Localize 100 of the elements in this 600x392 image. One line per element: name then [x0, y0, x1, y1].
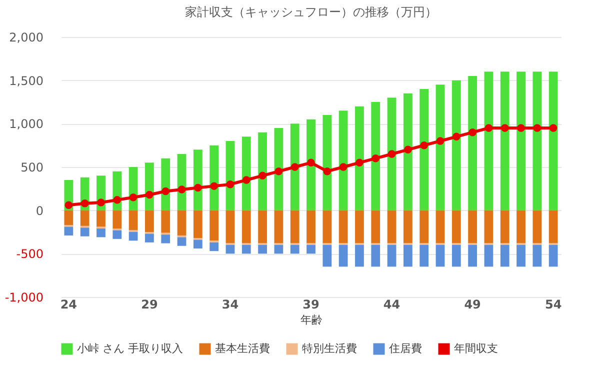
- bar: [193, 240, 202, 248]
- bar: [80, 210, 90, 226]
- point: [356, 158, 364, 167]
- bar: [420, 210, 429, 244]
- point: [129, 193, 138, 202]
- bar: [532, 72, 542, 210]
- point: [194, 184, 202, 192]
- bar: [338, 245, 348, 267]
- bar: [452, 245, 461, 267]
- bar: [371, 102, 380, 210]
- bar: [64, 226, 74, 236]
- bar: [306, 119, 316, 210]
- legend-label: 特別生活費: [302, 342, 357, 355]
- bar: [548, 245, 558, 267]
- y-tick-label: 2,000: [9, 30, 44, 44]
- bar: [516, 210, 526, 244]
- point: [404, 146, 412, 154]
- point: [517, 124, 525, 132]
- bar: [403, 93, 412, 210]
- bar: [500, 72, 510, 210]
- x-tick-label: 34: [222, 298, 239, 312]
- bar: [355, 245, 364, 267]
- bar: [258, 132, 267, 210]
- bar: [128, 210, 138, 230]
- bar: [468, 76, 477, 210]
- bar: [387, 245, 396, 267]
- point: [146, 190, 154, 199]
- bar: [403, 245, 412, 267]
- point: [258, 172, 266, 180]
- bar: [96, 228, 106, 238]
- bar: [161, 210, 170, 233]
- bar: [387, 210, 396, 244]
- point: [178, 186, 186, 194]
- legend-label: 住居費: [389, 342, 422, 355]
- bar: [420, 245, 429, 267]
- bar: [322, 115, 332, 210]
- bar: [161, 234, 170, 244]
- bar: [242, 245, 251, 254]
- point: [242, 176, 250, 184]
- point: [226, 180, 234, 188]
- bar: [210, 145, 219, 210]
- x-axis-title: 年齢: [300, 314, 322, 326]
- bar: [338, 210, 348, 244]
- point: [113, 196, 122, 204]
- x-tick-label: 24: [60, 298, 78, 312]
- point: [436, 137, 444, 145]
- point: [80, 200, 89, 208]
- point: [533, 124, 542, 132]
- bar: [403, 210, 412, 244]
- bar: [306, 210, 316, 244]
- bar: [420, 89, 429, 210]
- y-tick-label: 500: [20, 160, 44, 174]
- bar: [532, 245, 542, 267]
- bar: [210, 242, 219, 252]
- bar: [177, 237, 186, 246]
- bar: [322, 210, 332, 244]
- bar: [548, 210, 558, 244]
- bar: [274, 210, 284, 244]
- bar: [226, 210, 235, 244]
- chart-title: 家計収支（キャッシュフロー）の推移（万円）: [185, 5, 437, 19]
- y-tick-label: 0: [36, 204, 44, 218]
- bar: [371, 210, 380, 244]
- point: [468, 128, 476, 136]
- bar: [210, 210, 219, 241]
- bar: [355, 106, 364, 210]
- legend-label: 小峠 さん 手取り収入: [77, 342, 183, 355]
- point: [452, 132, 460, 141]
- bar: [145, 234, 154, 242]
- bar: [193, 150, 202, 210]
- bar: [128, 232, 138, 241]
- bar: [274, 245, 284, 254]
- y-tick-label: -500: [16, 247, 44, 262]
- bar: [306, 245, 316, 254]
- y-tick-label: -1,000: [4, 290, 44, 304]
- bar: [258, 210, 267, 244]
- x-tick-label: 49: [464, 298, 481, 312]
- bar: [436, 84, 445, 210]
- bar: [193, 210, 202, 238]
- bar: [484, 72, 494, 210]
- bar: [242, 210, 251, 244]
- bar: [500, 210, 510, 244]
- bar: [112, 210, 122, 229]
- bar: [371, 245, 380, 267]
- bar: [226, 245, 235, 254]
- bar: [290, 124, 300, 210]
- x-tick-label: 54: [544, 298, 562, 312]
- bar: [516, 245, 526, 267]
- bar: [452, 210, 461, 244]
- point: [274, 167, 283, 176]
- bar: [468, 245, 477, 267]
- bar: [387, 98, 396, 210]
- bar: [436, 210, 445, 244]
- bar: [355, 210, 364, 244]
- point: [162, 187, 170, 196]
- y-tick-label: 1,500: [9, 74, 44, 88]
- bar: [145, 210, 154, 232]
- legend-label: 年間収支: [454, 342, 498, 355]
- bar: [500, 245, 510, 267]
- point: [97, 198, 105, 206]
- bar: [484, 245, 494, 267]
